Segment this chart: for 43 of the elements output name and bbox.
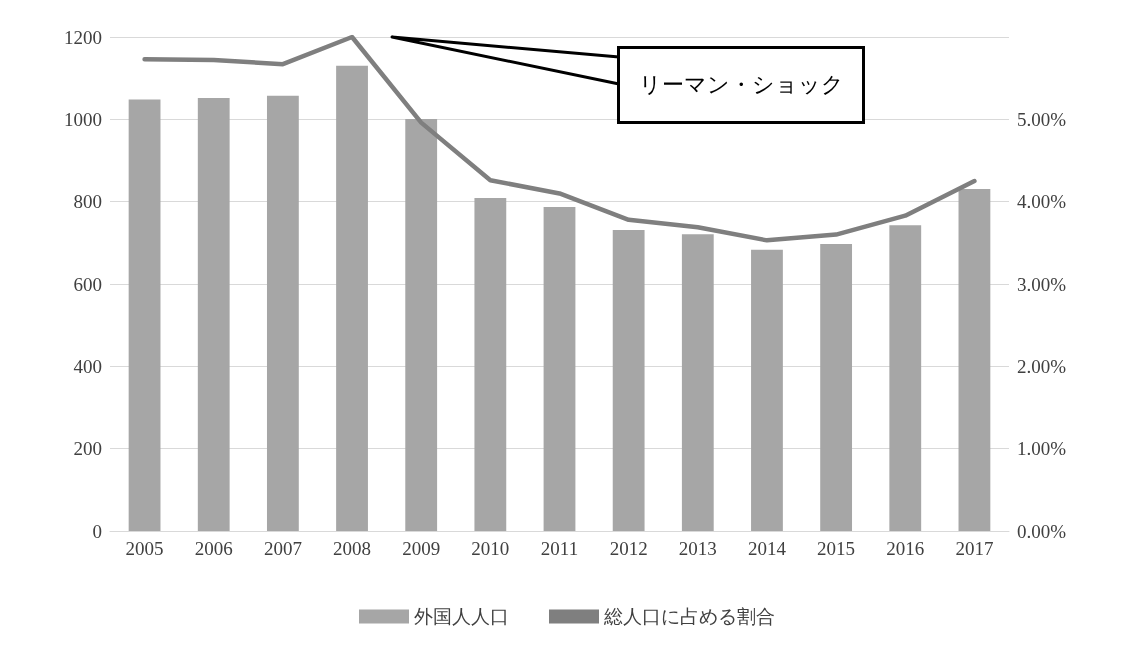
y-tick-label: 200 [73, 438, 102, 460]
y2-tick-label: 2.00% [1017, 355, 1067, 377]
x-tick-label: 2005 [125, 538, 164, 559]
x-tick-label: 2009 [402, 538, 441, 559]
y2-tick-label: 3.00% [1017, 273, 1067, 295]
bar [681, 234, 714, 531]
y2-tick-label: 5.00% [1017, 108, 1067, 130]
bar [197, 97, 230, 531]
y-tick-label: 800 [73, 191, 102, 213]
x-tick-label: 2017 [955, 538, 994, 559]
x-tick-label: 2006 [194, 538, 233, 559]
x-tick-label: 2014 [747, 538, 787, 559]
callout-box: リーマン・ショック [617, 46, 865, 124]
bar [612, 230, 645, 531]
y-tick-label: 1000 [64, 108, 102, 130]
y2-tick-label: 0.00% [1017, 520, 1067, 542]
line-series [142, 34, 977, 243]
bar [958, 188, 991, 531]
bar [128, 99, 161, 531]
bar [336, 65, 368, 531]
x-tick-label: 2008 [333, 538, 372, 559]
x-tick-label: 2013 [678, 538, 717, 559]
bar [889, 225, 922, 531]
x-tick-label: 2010 [471, 538, 510, 559]
y2-tick-label: 1.00% [1017, 438, 1067, 460]
legend-label: 外国人人口 [414, 606, 509, 627]
x-tick-label: 2015 [817, 538, 856, 559]
bar [820, 244, 853, 531]
x-tick-label: 2011 [540, 538, 579, 559]
x-tick-label: 2007 [263, 538, 302, 559]
bar [474, 197, 507, 531]
x-tick-label: 2016 [886, 538, 925, 559]
bar [405, 118, 438, 531]
bar [543, 207, 576, 531]
bar [266, 95, 299, 531]
y-tick-label: 0 [92, 520, 102, 542]
y-tick-label: 600 [73, 273, 102, 295]
x-tick-label: 2012 [609, 538, 648, 559]
y2-tick-label: 4.00% [1017, 191, 1067, 213]
y-tick-label: 400 [73, 355, 102, 377]
y-tick-label: 1200 [64, 26, 102, 48]
bar [751, 249, 783, 531]
legend-label: 総人口に占める割合 [603, 606, 775, 627]
